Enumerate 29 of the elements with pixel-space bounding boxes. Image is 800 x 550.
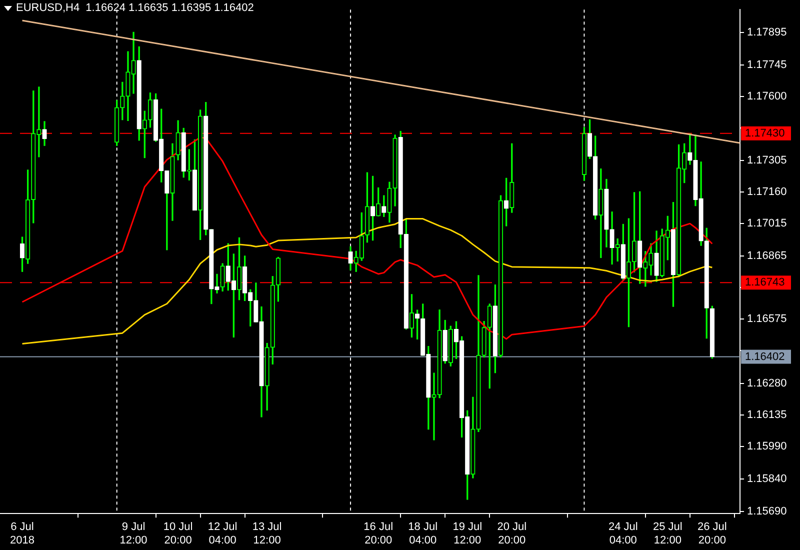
y-tick-label: 1.15990: [747, 440, 787, 452]
chart-title: EURUSD,H4 1.16624 1.16635 1.16395 1.16402: [16, 2, 254, 14]
y-tick-label: 1.17745: [747, 59, 787, 72]
x-tick-label: 9 Jul 12:00: [120, 521, 148, 546]
y-tick-label: 1.15690: [747, 505, 787, 518]
y-tick-label: 1.16135: [747, 408, 787, 421]
x-tick-label: 6 Jul 2018: [10, 521, 34, 546]
y-tick-label: 1.17160: [747, 186, 787, 198]
ref-line-label: 1.17430: [745, 127, 785, 140]
x-tick-label: 10 Jul 20:00: [163, 521, 193, 546]
y-tick-label: 1.16575: [747, 313, 787, 326]
x-tick-label: 19 Jul 12:00: [452, 521, 482, 546]
x-tick-label: 13 Jul 12:00: [252, 521, 282, 546]
y-tick-label: 1.17600: [747, 90, 787, 103]
x-tick-label: 16 Jul 20:00: [364, 521, 394, 546]
y-tick-label: 1.16865: [747, 250, 787, 262]
x-tick-label: 24 Jul 04:00: [608, 521, 638, 546]
y-tick-label: 1.16280: [747, 377, 787, 390]
y-tick-label: 1.15840: [747, 472, 787, 485]
y-tick-label: 1.17015: [747, 218, 787, 230]
x-tick-label: 20 Jul 20:00: [497, 521, 527, 546]
y-tick-label: 1.17305: [747, 154, 787, 167]
y-tick-label: 1.17895: [747, 26, 787, 38]
x-tick-label: 26 Jul 20:00: [698, 521, 727, 546]
x-tick-label: 25 Jul 12:00: [652, 521, 682, 546]
ref-line-label: 1.16402: [745, 350, 785, 363]
x-tick-label: 18 Jul 04:00: [408, 521, 438, 546]
ref-line-label: 1.16743: [745, 276, 785, 289]
x-tick-label: 12 Jul 04:00: [208, 521, 238, 546]
